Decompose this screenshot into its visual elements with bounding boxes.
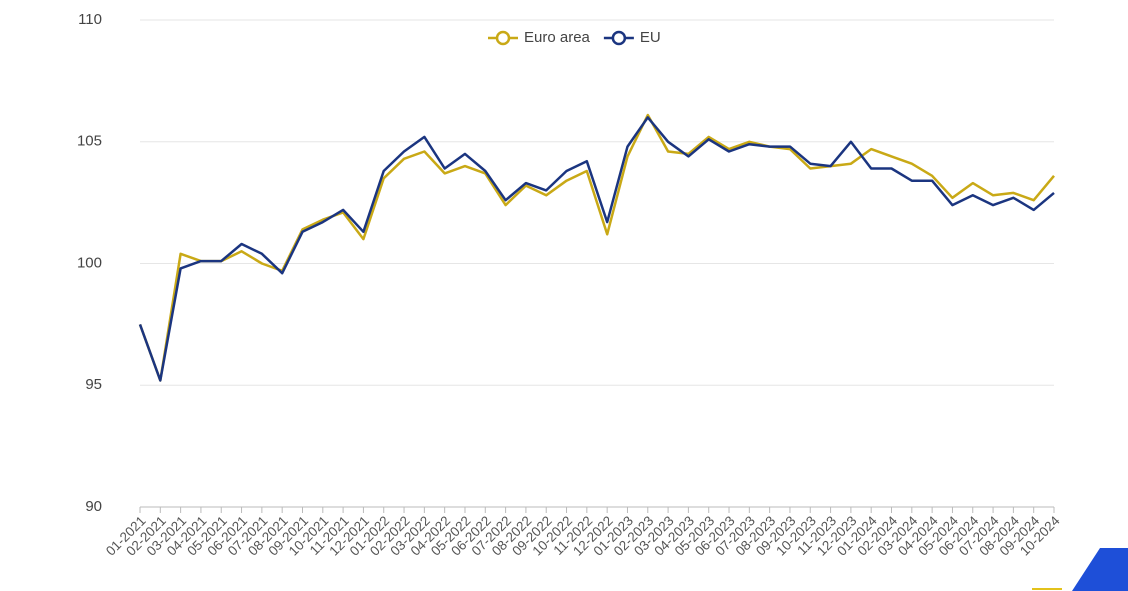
legend-marker [611, 30, 627, 46]
decor-shape [1072, 548, 1128, 591]
legend-marker [495, 30, 511, 46]
y-tick-label: 110 [78, 11, 102, 28]
series-line [138, 116, 1055, 382]
legend-label: Euro area [524, 29, 591, 46]
y-tick-label: 95 [85, 376, 102, 393]
y-tick-label: 90 [85, 498, 102, 515]
legend-label: EU [640, 29, 661, 46]
y-tick-label: 100 [77, 254, 102, 271]
y-tick-label: 105 [77, 133, 102, 150]
series-line [138, 113, 1055, 382]
